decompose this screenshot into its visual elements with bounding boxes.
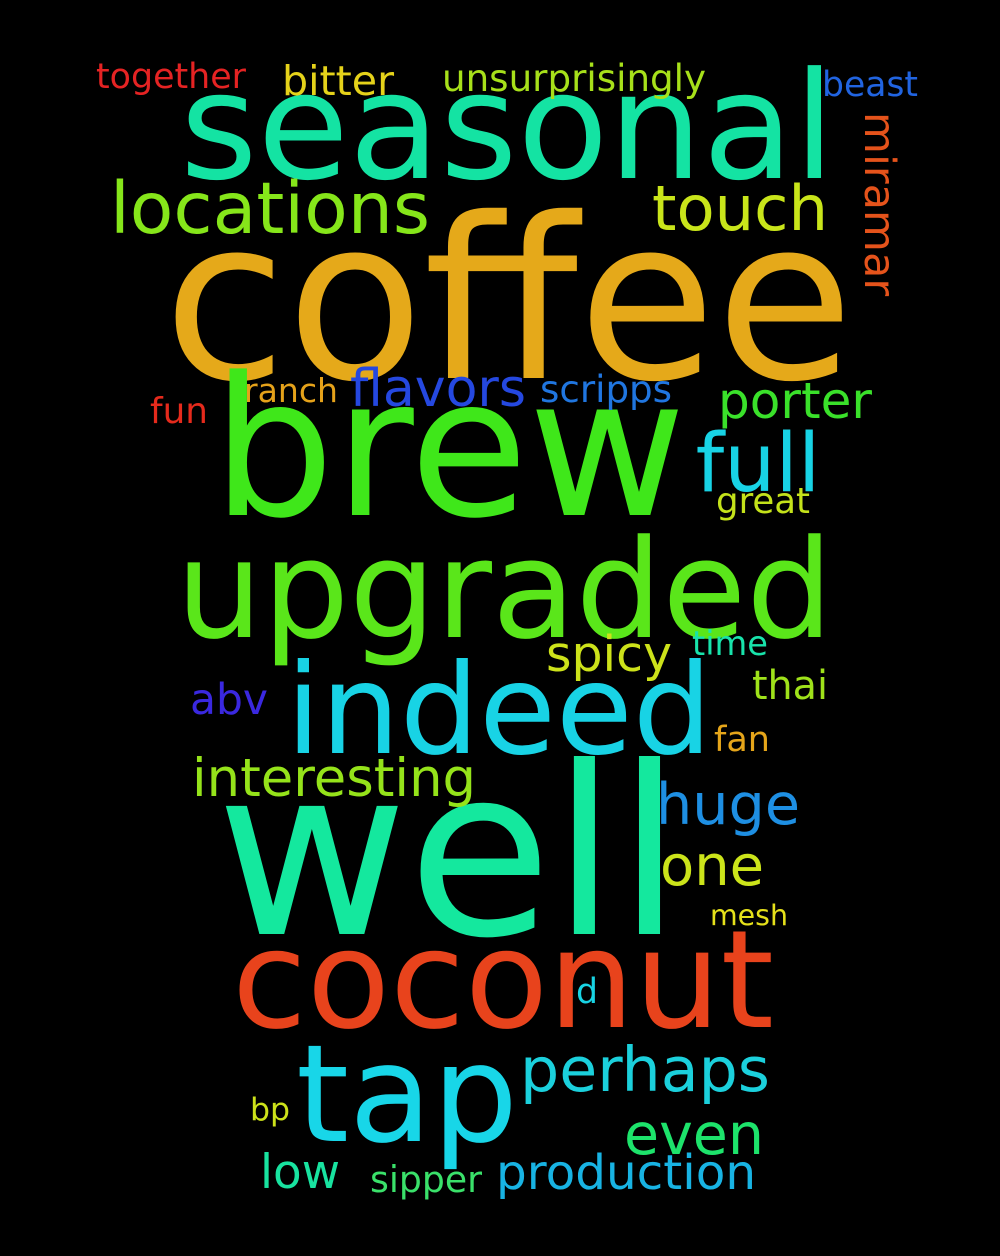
word-coconut: coconut — [232, 902, 774, 1060]
word-bp: bp — [250, 1092, 290, 1128]
word-bitter: bitter — [282, 57, 395, 105]
word-d: d — [576, 972, 598, 1012]
word-seasonal: seasonal — [180, 41, 835, 214]
word-spicy: spicy — [546, 626, 673, 683]
word-fun: fun — [150, 391, 208, 432]
word-locations: locations — [110, 167, 431, 250]
word-interesting: interesting — [192, 748, 477, 809]
word-miramar: miramar — [854, 112, 904, 297]
word-tap: tap — [296, 1015, 519, 1173]
word-coffee: coffee — [163, 170, 854, 431]
word-one: one — [660, 834, 765, 899]
word-full: full — [695, 417, 821, 511]
word-flavors: flavors — [350, 359, 526, 419]
word-great: great — [716, 481, 810, 522]
word-indeed: indeed — [286, 638, 712, 783]
word-touch: touch — [652, 172, 828, 245]
word-mesh: mesh — [710, 899, 788, 932]
word-sipper: sipper — [370, 1158, 482, 1201]
word-unsurprisingly: unsurprisingly — [442, 56, 707, 100]
word-abv: abv — [190, 676, 269, 725]
word-low: low — [260, 1146, 341, 1200]
word-even: even — [624, 1102, 764, 1168]
word-time: time — [692, 624, 768, 663]
word-brew: brew — [212, 336, 687, 561]
word-ranch: ranch — [244, 371, 338, 410]
word-porter: porter — [718, 372, 873, 430]
word-fan: fan — [714, 719, 770, 760]
word-well: well — [216, 717, 682, 990]
word-scripps: scripps — [540, 367, 673, 411]
word-thai: thai — [752, 663, 829, 709]
word-beast: beast — [822, 65, 918, 105]
word-together: together — [96, 57, 246, 97]
word-production: production — [496, 1145, 757, 1201]
word-huge: huge — [656, 772, 801, 838]
word-perhaps: perhaps — [520, 1034, 770, 1106]
word-upgraded: upgraded — [176, 511, 833, 670]
